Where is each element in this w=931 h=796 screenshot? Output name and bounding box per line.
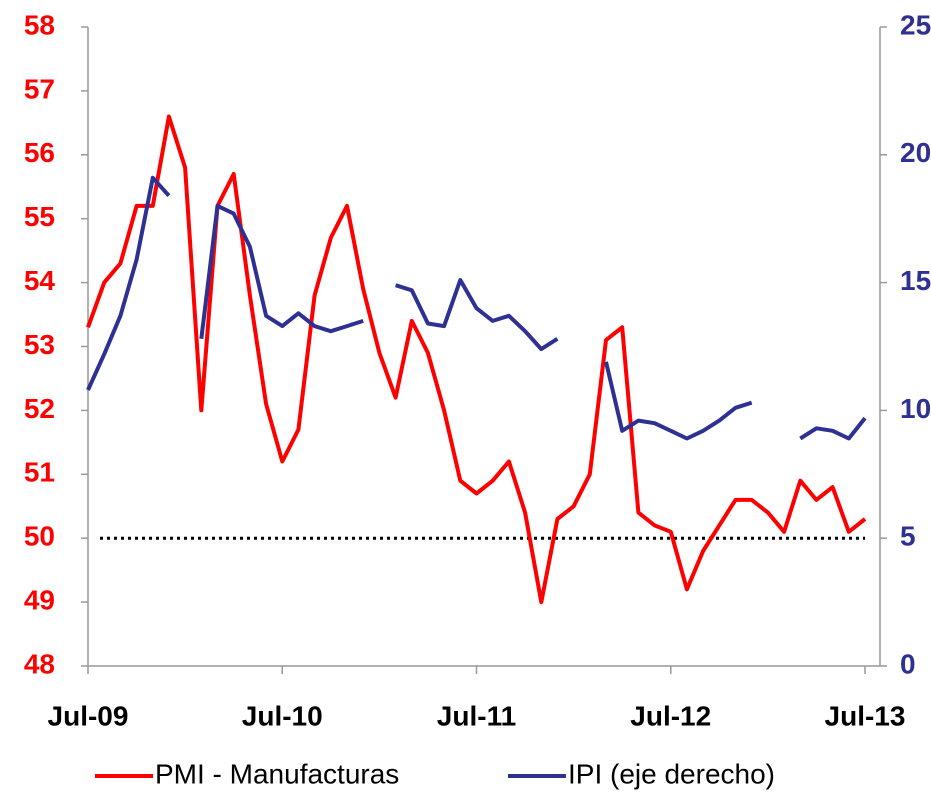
y2-tick-label: 25 [900, 9, 931, 40]
y2-tick-label: 5 [900, 521, 916, 552]
y-tick-label: 53 [24, 329, 55, 360]
y-tick-label: 55 [24, 201, 55, 232]
series-line [86, 114, 867, 605]
legend-label: PMI - Manufacturas [155, 758, 399, 789]
x-tick-label: Jul-12 [630, 700, 711, 731]
y-tick-label: 58 [24, 9, 55, 40]
y-tick-label: 54 [24, 265, 56, 296]
legend-label: IPI (eje derecho) [568, 758, 775, 789]
y2-tick-label: 20 [900, 137, 931, 168]
x-tick-label: Jul-11 [437, 700, 516, 731]
y-tick-label: 51 [24, 457, 55, 488]
x-tick-label: Jul-13 [825, 700, 906, 731]
y-tick-label: 49 [24, 584, 55, 615]
y2-tick-label: 0 [900, 648, 916, 679]
y-tick-label: 48 [24, 648, 55, 679]
x-tick-label: Jul-10 [242, 700, 323, 731]
y-tick-label: 50 [24, 521, 55, 552]
y-tick-label: 56 [24, 137, 55, 168]
y2-tick-label: 10 [900, 393, 931, 424]
series-line [86, 175, 867, 441]
y-tick-label: 57 [24, 73, 55, 104]
x-tick-label: Jul-09 [48, 700, 129, 731]
y-tick-label: 52 [24, 393, 55, 424]
y2-tick-label: 15 [900, 265, 931, 296]
